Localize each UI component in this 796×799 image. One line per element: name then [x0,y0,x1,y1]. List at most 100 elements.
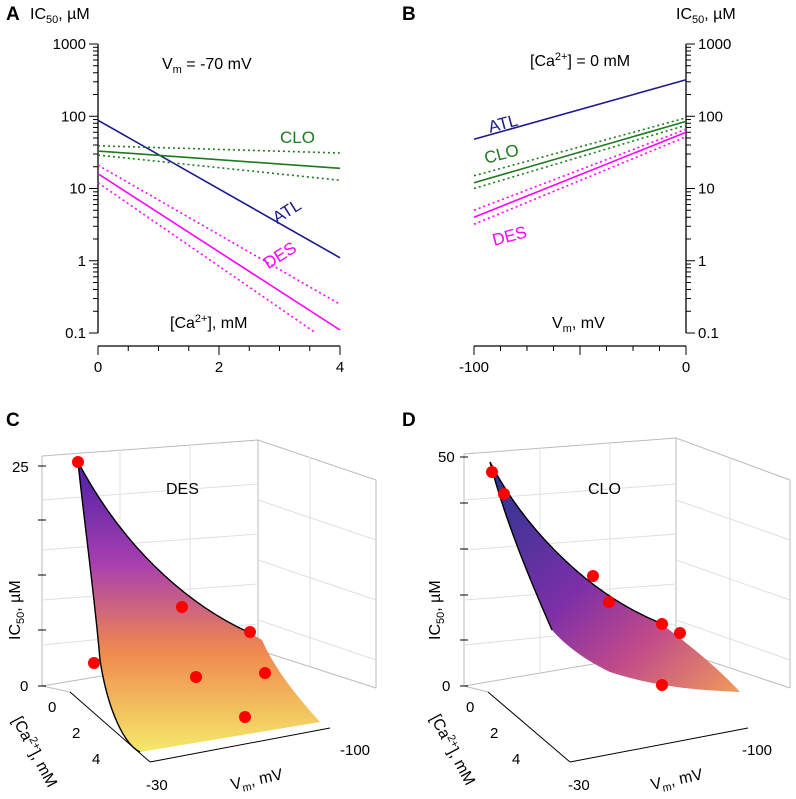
a-line-des-upper [97,164,341,305]
panel-c-surface [78,462,320,752]
panel-c-ticks [38,465,46,687]
panel-c-z-tick-label: 0 [20,678,28,695]
panel-d-xlabel: Vm, mV [649,766,705,797]
panel-d-ylabel: [Ca2+], mM [426,711,479,788]
panel-c-point [244,626,256,638]
a-y-tick-label: 0.1 [65,325,86,342]
panel-c-back-edge [41,456,71,693]
panel-b-clo-label: CLO [482,140,521,167]
panel-c-top-edge [41,439,377,688]
panel-c-z-tick-label: 25 [12,459,29,476]
a-y-tick-label: 1000 [53,36,86,53]
panel-d-floor-front [487,691,571,763]
panel-a-atl-label: ATL [269,195,304,227]
a-y-tick-label: 1 [78,253,86,270]
b-line-des-lower [473,136,687,225]
panel-d-point [674,627,686,639]
b-y-tick-label: 1000 [698,36,731,53]
panel-c-point [239,711,251,723]
panel-c-point [88,657,100,669]
panel-d-x-tick-label: -100 [742,742,772,759]
panel-d-surface-left-edge [489,461,553,631]
panel-c-title: DES [166,481,199,498]
b-line-clo-upper [473,117,687,177]
panel-c-floor-left [149,727,331,763]
b-y-tick-label: 0.1 [698,325,719,342]
b-x-tick-label: 0 [682,359,690,376]
panel-d-box [463,437,791,763]
panel-d-point [656,618,668,630]
panel-c-surface-top-edge [77,461,249,633]
panel-a: IC50, µM 1000 100 10 1 0.1 0 2 4 Vm = -70 mV [… [30,6,344,376]
panel-d-point [656,679,668,691]
panel-c-surface-left-edge [77,461,141,753]
panel-d-point [498,488,510,500]
panel-d-point [603,596,615,608]
panel-c-y-tick-label: 4 [92,751,100,768]
b-line-des-upper [473,128,687,211]
panel-c: DES 25 0 IC50, µM 0 2 4 [Ca2+], mM -30 -… [7,439,377,797]
panel-c-floor-right [257,649,377,689]
panel-b-lines [473,78,687,225]
panel-d-y-tick-label: 0 [466,699,474,716]
panel-b-xlabel: Vm, mV [552,315,605,335]
panel-b-des-label: DES [490,222,529,249]
panel-b-annotation: [Ca2+] = 0 mM [530,51,630,70]
a-line-des [97,173,341,331]
panel-d-grid-line [675,499,791,541]
panel-b-ylabel: IC50, µM [676,6,736,26]
panel-a-des-label: DES [260,238,300,273]
panel-c-x-tick-label: -30 [146,777,168,794]
panel-c-grid-line [257,619,377,661]
panel-d-y-tick-label: 2 [490,725,498,742]
panel-a-annotation: Vm = -70 mV [162,56,252,76]
panel-b-y-ticks: 1000 100 10 1 0.1 [686,36,731,342]
panel-a-x-ticks: 0 2 4 [94,346,344,376]
panel-d-y-tick-label: 4 [512,751,520,768]
panel-d-z-tick-label: 0 [442,678,450,695]
panel-c-point [72,456,84,468]
panel-d: CLO 50 0 IC50, µM 0 2 4 [Ca2+], mM -30 -… [426,437,791,797]
panel-letter-c: C [6,410,20,431]
a-y-tick-label: 100 [61,108,86,125]
panel-c-point [176,601,188,613]
panel-c-y-tick-label: 2 [72,725,80,742]
panel-letter-b: B [402,4,416,25]
a-line-des-lower [97,182,317,334]
panel-d-grid-line [675,619,791,661]
a-x-tick-label: 4 [336,359,344,376]
a-x-tick-label: 2 [215,359,223,376]
panel-d-x-tick-label: -30 [568,777,590,794]
panel-a-xlabel: [Ca2+], mM [170,313,247,332]
panel-c-grid-line [41,483,259,501]
panel-c-y-tick-label: 0 [48,699,56,716]
panel-d-floor-left [569,727,749,763]
b-line-atl [473,78,687,141]
panel-d-grid-line [675,559,791,601]
panel-c-ylabel: [Ca2+], mM [8,713,61,790]
panel-letter-d: D [402,410,416,431]
panel-d-back-edge [463,454,489,693]
panel-a-lines [97,119,341,334]
b-y-tick-label: 100 [698,108,723,125]
panel-d-points [486,466,686,691]
panel-d-title: CLO [588,481,621,498]
panel-c-point [259,667,271,679]
a-line-clo-upper [97,144,341,154]
panel-a-y-ticks: 1000 100 10 1 0.1 [53,36,98,342]
a-line-clo-lower [97,154,341,182]
panel-b-x-ticks: -100 0 [459,346,690,376]
panel-c-xlabel: Vm, mV [229,766,285,797]
panel-c-zlabel: IC50, µM [7,580,27,640]
panel-b: IC50, µM 1000 100 10 1 0.1 -100 0 [Ca2+] = 0 … [459,6,736,376]
panel-d-point [587,570,599,582]
panel-d-point [486,466,498,478]
panel-d-grid-line [463,533,677,551]
b-y-tick-label: 1 [698,253,706,270]
panel-a-ylabel: IC50, µM [30,6,90,26]
panel-letter-a: A [6,4,20,25]
a-line-atl [97,119,341,259]
panel-c-grid-line [257,499,377,541]
panel-d-grid-line [463,483,677,501]
